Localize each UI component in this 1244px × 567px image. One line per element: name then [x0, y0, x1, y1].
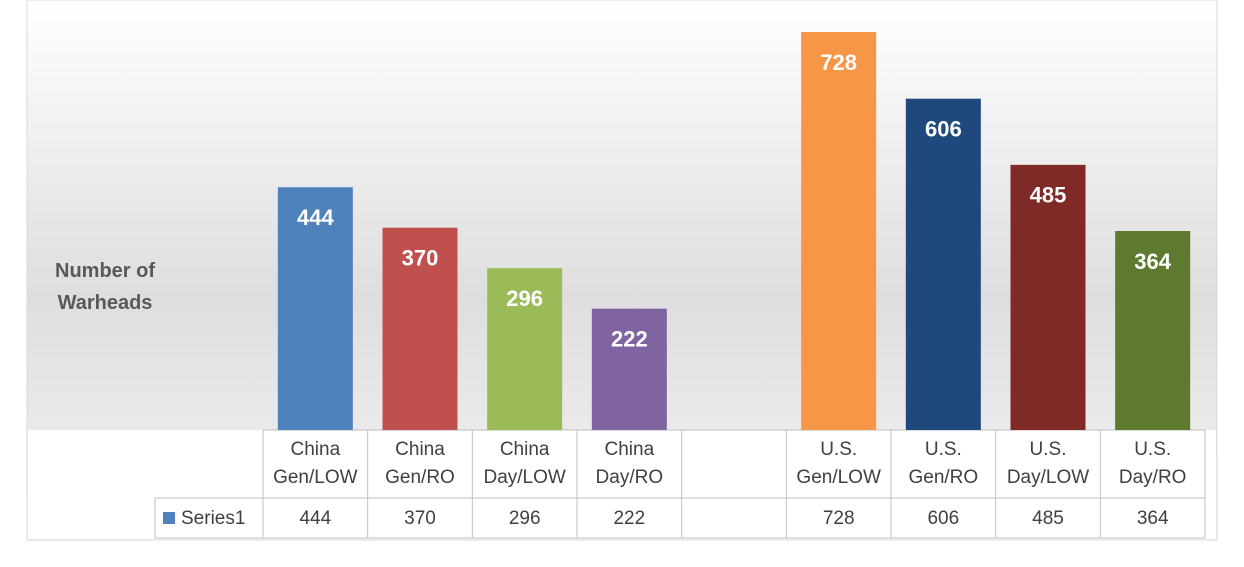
- bar: [1115, 231, 1191, 430]
- bar: [382, 227, 458, 430]
- x-tick-label: U.S. Gen/LOW: [796, 439, 881, 488]
- data-label: 364: [1134, 249, 1171, 274]
- x-tick-label: China Gen/RO: [385, 439, 455, 488]
- table-value: 222: [613, 508, 645, 529]
- bar: [487, 268, 563, 430]
- table-value: 364: [1137, 508, 1169, 529]
- data-label: 296: [506, 286, 543, 311]
- x-tick-label: U.S. Day/LOW: [1007, 439, 1089, 488]
- data-label: 444: [297, 205, 334, 230]
- bar: [591, 308, 667, 430]
- data-label: 222: [611, 326, 648, 351]
- x-tick-label: China Day/LOW: [483, 439, 565, 488]
- data-label: 606: [925, 117, 962, 142]
- data-label: 370: [402, 246, 439, 271]
- table-value: 370: [404, 508, 436, 529]
- legend-label: Series1: [181, 508, 245, 529]
- x-tick-label: China Gen/LOW: [273, 439, 358, 488]
- bar: [1010, 164, 1086, 430]
- legend-swatch: [163, 512, 175, 524]
- table-value: 606: [927, 508, 959, 529]
- bar: [905, 98, 981, 430]
- data-label: 728: [820, 50, 857, 75]
- table-value: 485: [1032, 508, 1064, 529]
- x-tick-label: U.S. Gen/RO: [908, 439, 978, 488]
- bar: [801, 32, 877, 430]
- data-label: 485: [1030, 183, 1067, 208]
- x-tick-label: U.S. Day/RO: [1119, 439, 1187, 488]
- x-tick-label: China Day/RO: [596, 439, 664, 488]
- table-value: 728: [823, 508, 855, 529]
- bar: [277, 187, 353, 430]
- table-background: [28, 430, 1216, 539]
- table-value: 444: [299, 508, 331, 529]
- y-axis-label: Number of Warheads: [55, 260, 155, 314]
- table-value: 296: [509, 508, 541, 529]
